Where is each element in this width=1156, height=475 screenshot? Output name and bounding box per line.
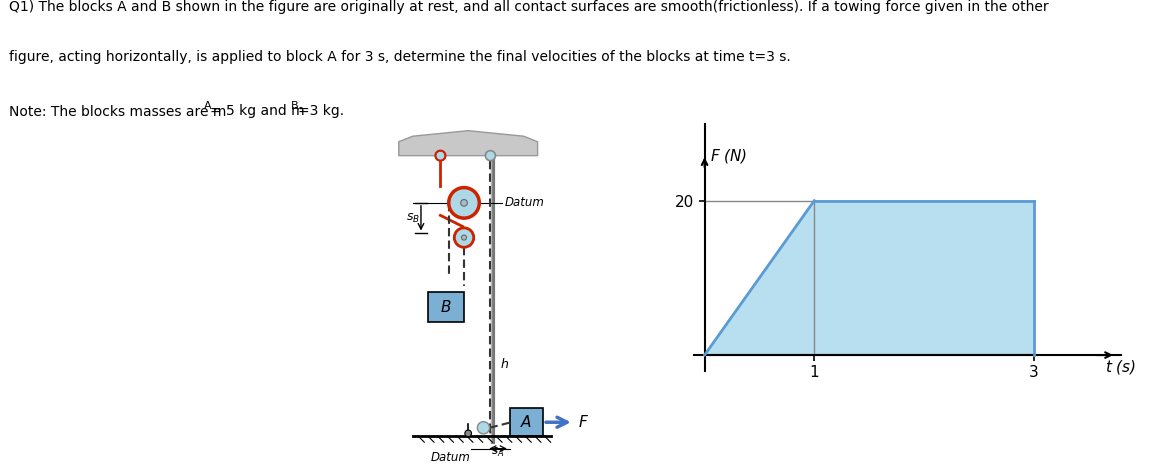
Circle shape [454,228,474,247]
Circle shape [461,235,467,240]
Circle shape [486,151,496,161]
Text: Note: The blocks masses are m: Note: The blocks masses are m [9,104,227,118]
Text: $t$ (s): $t$ (s) [1105,358,1136,376]
Text: =3 kg.: =3 kg. [297,104,343,118]
Polygon shape [510,408,543,436]
Polygon shape [704,200,1033,355]
Circle shape [477,422,489,434]
Text: B: B [291,101,298,111]
Text: $F$ (N): $F$ (N) [710,147,748,165]
Text: figure, acting horizontally, is applied to block A for 3 s, determine the final : figure, acting horizontally, is applied … [9,50,791,64]
Text: $F$: $F$ [578,414,588,430]
Polygon shape [399,131,538,156]
Text: $s_B$: $s_B$ [406,211,420,225]
Text: $A$: $A$ [520,414,533,430]
Polygon shape [428,292,464,322]
Circle shape [436,151,445,161]
Circle shape [449,188,480,218]
Circle shape [461,200,467,206]
Text: Q1) The blocks A and B shown in the figure are originally at rest, and all conta: Q1) The blocks A and B shown in the figu… [9,0,1048,14]
Circle shape [465,430,472,437]
Text: $s_A$: $s_A$ [491,446,505,459]
Text: A: A [203,101,212,111]
Text: $h$: $h$ [501,357,509,371]
Text: Datum: Datum [504,196,544,209]
Text: $B$: $B$ [440,299,452,315]
Text: = 5 kg and m: = 5 kg and m [210,104,305,118]
Text: Datum: Datum [431,451,470,465]
